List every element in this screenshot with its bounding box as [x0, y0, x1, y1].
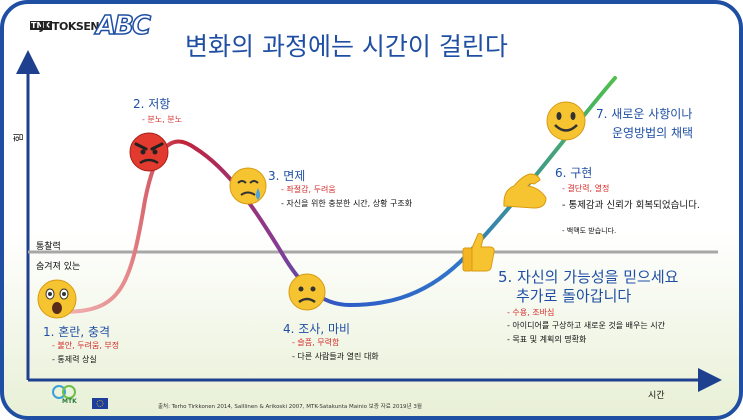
stage-2-emotions: - 분노, 분노	[142, 115, 182, 124]
hidden-label: 숨겨져 있는	[36, 262, 81, 272]
stage-3-note: - 자신을 위한 충분한 시간, 상황 구조화	[281, 199, 413, 208]
shocked-face-icon	[37, 279, 77, 319]
crying-face-icon	[229, 167, 267, 205]
logo-prefix: TMK	[30, 21, 52, 30]
page-title: 변화의 과정에는 시간이 걸린다	[185, 32, 508, 61]
stage-6-note-2: - 백맥도 받습니다.	[562, 227, 617, 235]
stage-5-title-line1: 5. 자신의 가능성을 믿으세요	[498, 268, 679, 286]
insight-label: 통찰력	[36, 242, 61, 252]
y-axis-label: 힘	[14, 132, 26, 143]
logo-abc: ABC	[95, 10, 152, 42]
stage-7-title-line2: 운영방법의 채택	[612, 126, 694, 140]
change-curve	[60, 76, 617, 314]
stage-3-title: 3. 면제	[268, 169, 306, 183]
stage-3-emotions: - 좌절감, 두려움	[281, 185, 336, 194]
footer-source: 출처: Terho Tirkkonen 2014, Salllinen & Ar…	[158, 404, 422, 410]
stage-4-note: - 다른 사람들과 열린 대화	[292, 352, 379, 361]
logo-brand: JUTOKSEN	[40, 20, 100, 33]
eu-flag-icon	[92, 398, 108, 409]
flexed-biceps-icon	[503, 173, 547, 209]
stage-6-title: 6. 구현	[555, 166, 593, 180]
thumbs-up-icon	[462, 233, 495, 272]
stage-5-title-line2: 추가로 돌아갑니다	[516, 287, 632, 305]
stage-5-note-1: - 아이디어를 구상하고 새로운 것을 배우는 시간	[507, 321, 665, 330]
stage-2-title: 2. 저항	[133, 97, 171, 111]
stage-6-emotions: - 결단력, 열정	[562, 184, 610, 193]
mtk-logo-text: MTK	[62, 398, 77, 405]
stage-5-note-2: - 목표 및 계획의 명확화	[507, 335, 587, 344]
stage-5-emotions: - 수용, 조바심	[507, 308, 555, 317]
stage-7-title-line1: 7. 새로운 사항이나	[596, 107, 693, 121]
stage-4-title: 4. 조사, 마비	[283, 322, 351, 336]
worried-face-icon	[288, 273, 326, 311]
angry-face-icon	[129, 132, 169, 172]
stage-1-emotions: - 불안, 두려움, 부정	[52, 341, 120, 350]
stage-1-title: 1. 혼란, 충격	[43, 325, 111, 339]
stage-1-note: - 통제력 상실	[52, 355, 97, 364]
stage-4-emotions: - 슬픔, 무력함	[292, 338, 340, 347]
mtk-logo-icon	[52, 385, 76, 399]
stage-6-note-1: - 통제감과 신뢰가 회복되었습니다.	[562, 200, 700, 211]
x-axis-label: 시간	[648, 391, 665, 401]
smiling-face-icon	[546, 101, 586, 141]
